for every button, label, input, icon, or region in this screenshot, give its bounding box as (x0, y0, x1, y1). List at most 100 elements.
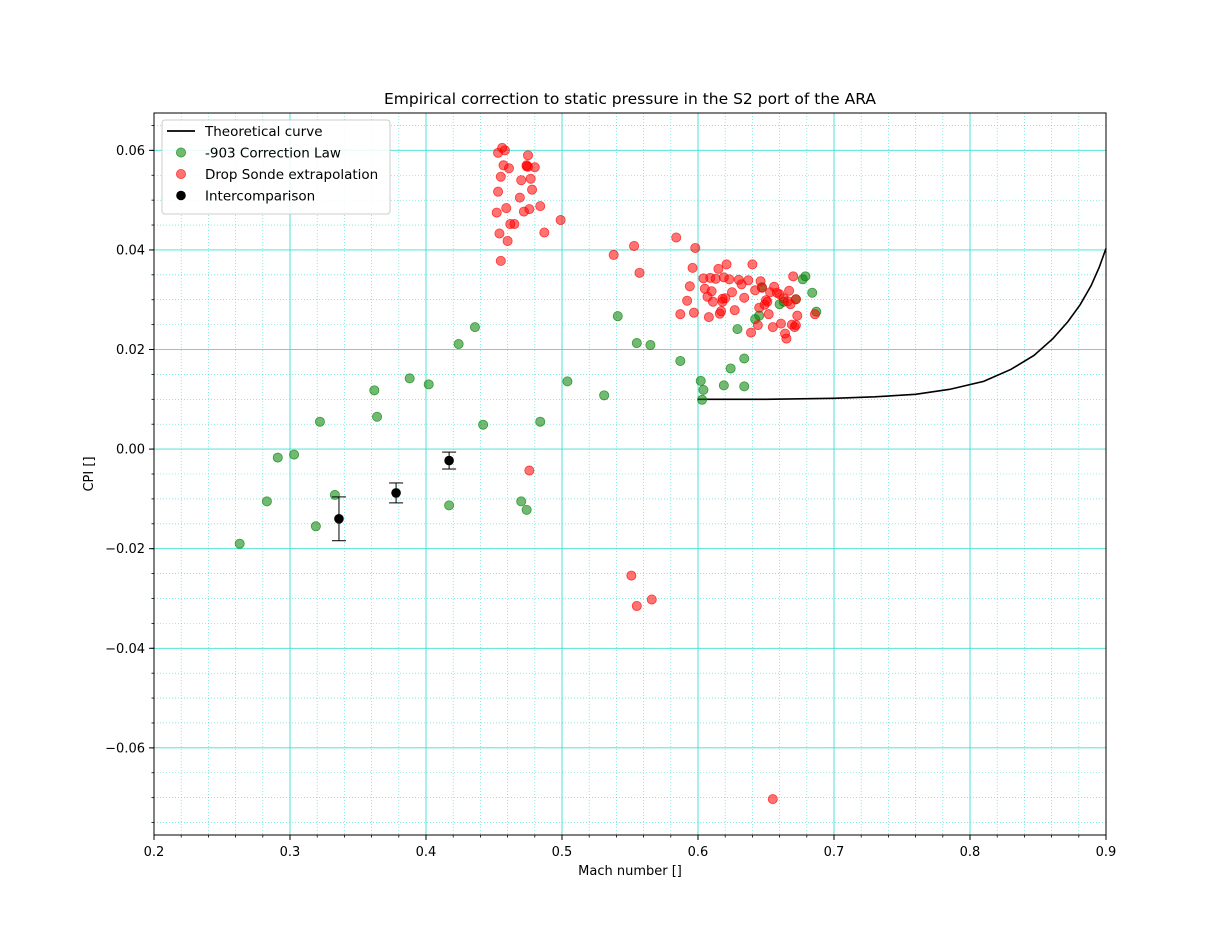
correction-law-point (800, 271, 811, 282)
y-tick-label: −0.02 (105, 542, 145, 557)
x-axis-label: Mach number [] (578, 864, 682, 879)
intercomparison-point (334, 514, 344, 524)
drop-sonde-point (790, 294, 801, 305)
drop-sonde-point (721, 259, 732, 270)
drop-sonde-point (516, 175, 527, 186)
y-tick-label: 0.06 (116, 144, 145, 159)
drop-sonde-point (687, 262, 698, 273)
drop-sonde-point (503, 163, 514, 174)
chart-title: Empirical correction to static pressure … (384, 90, 876, 108)
drop-sonde-point (707, 296, 718, 307)
drop-sonde-point (527, 184, 538, 195)
drop-sonde-point (501, 203, 512, 214)
theoretical-curve-line (698, 248, 1107, 401)
drop-sonde-point (502, 235, 513, 246)
correction-law-point (272, 452, 283, 463)
correction-law-point (314, 416, 325, 427)
y-tick-label: 0.02 (116, 343, 145, 358)
x-tick-label: 0.8 (960, 845, 981, 860)
correction-law-point (739, 381, 750, 392)
correction-law-point (675, 355, 686, 366)
drop-sonde-point (682, 295, 693, 306)
correction-law-point (698, 384, 709, 395)
drop-sonde-point (646, 594, 657, 605)
correction-law-point (289, 449, 300, 460)
correction-law-point (697, 394, 708, 405)
drop-sonde-point (523, 150, 534, 161)
correction-law-point (329, 489, 340, 500)
drop-sonde-point (792, 310, 803, 321)
x-tick-label: 0.9 (1096, 845, 1117, 860)
drop-sonde-point (629, 240, 640, 251)
y-tick-label: −0.06 (105, 741, 145, 756)
correction-law-point (234, 538, 245, 549)
intercomparison-point (391, 488, 401, 498)
drop-sonde-point (727, 287, 738, 298)
y-tick-label: −0.04 (105, 642, 145, 657)
drop-sonde-point (684, 281, 695, 292)
x-tick-label: 0.6 (688, 845, 709, 860)
correction-law-point (404, 373, 415, 384)
x-tick-label: 0.5 (552, 845, 573, 860)
legend-label: Theoretical curve (204, 124, 323, 140)
drop-sonde-point (524, 465, 535, 476)
drop-sonde-point (631, 600, 642, 611)
drop-sonde-point (499, 145, 510, 156)
drop-sonde-point (529, 162, 540, 173)
drop-sonde-point (525, 173, 536, 184)
correction-law-point (310, 521, 321, 532)
correction-law-point (725, 363, 736, 374)
drop-sonde-point (747, 259, 758, 270)
drop-sonde-point (781, 333, 792, 344)
legend-marker-handle (175, 168, 186, 179)
correction-law-point (562, 376, 573, 387)
y-axis-label: CPI [] (82, 456, 97, 491)
drop-sonde-point (790, 320, 801, 331)
legend-label: Intercomparison (205, 189, 315, 205)
correction-law-point (478, 419, 489, 430)
drop-sonde-point (495, 255, 506, 266)
legend-label: -903 Correction Law (205, 146, 341, 162)
correction-law-point (369, 385, 380, 396)
drop-sonde-point (788, 271, 799, 282)
drop-sonde-point (739, 292, 750, 303)
drop-sonde-point (493, 186, 504, 197)
correction-law-point (631, 338, 642, 349)
correction-law-point (612, 311, 623, 322)
intercomparison-point (444, 455, 454, 466)
correction-law-point (695, 375, 706, 386)
plot-data (234, 142, 1107, 805)
y-tick-label: 0.04 (116, 243, 145, 258)
correction-law-point (261, 496, 272, 507)
correction-law-point (718, 380, 729, 391)
drop-sonde-point (494, 228, 505, 239)
correction-law-point (453, 339, 464, 350)
drop-sonde-point (608, 249, 619, 260)
correction-law-point (535, 416, 546, 427)
drop-sonde-point (690, 242, 701, 253)
drop-sonde-point (688, 307, 699, 318)
x-tick-label: 0.4 (416, 845, 437, 860)
drop-sonde-point (752, 320, 763, 331)
drop-sonde-point (724, 274, 735, 285)
drop-sonde-point (713, 263, 724, 274)
correction-law-point (521, 504, 532, 515)
y-tick-label: 0.00 (116, 443, 145, 458)
legend-label: Drop Sonde extrapolation (205, 167, 378, 183)
drop-sonde-point (509, 219, 520, 230)
legend-box (161, 119, 391, 215)
drop-sonde-point (716, 306, 727, 317)
drop-sonde-point (634, 267, 645, 278)
correction-law-point (599, 390, 610, 401)
correction-law-point (516, 496, 527, 507)
drop-sonde-point (524, 204, 535, 215)
correction-law-point (807, 287, 818, 298)
correction-law-point (739, 353, 750, 364)
drop-sonde-point (746, 327, 757, 338)
drop-sonde-point (706, 286, 717, 297)
x-tick-label: 0.3 (280, 845, 301, 860)
drop-sonde-point (756, 282, 767, 293)
correction-law-point (444, 500, 455, 511)
correction-law-point (423, 379, 434, 390)
